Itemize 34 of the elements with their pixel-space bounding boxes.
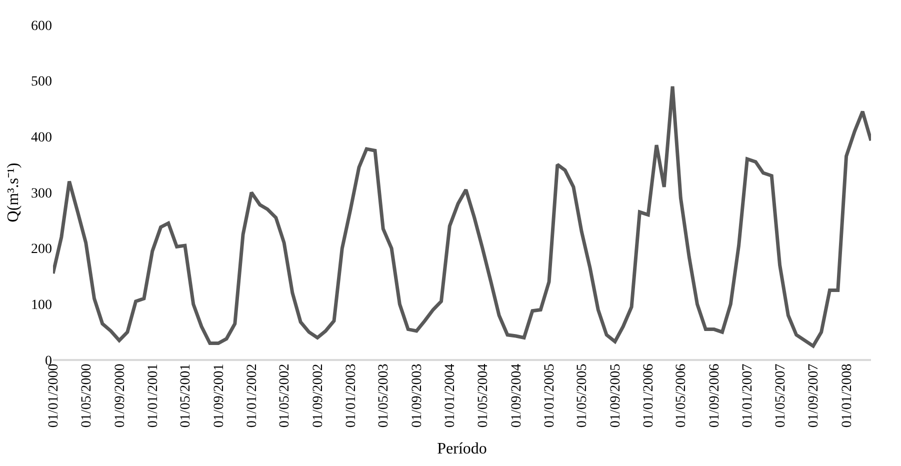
x-tick-label: 01/09/2000: [112, 364, 128, 428]
x-tick-label: 01/01/2001: [146, 364, 161, 428]
x-tick-label: 01/09/2001: [212, 364, 227, 428]
y-tick-label: 100: [31, 298, 52, 314]
x-tick-label: 01/05/2004: [476, 364, 492, 428]
x-tick-label: 01/09/2003: [410, 364, 426, 428]
x-tick-label: 01/05/2007: [773, 364, 788, 428]
y-axis-title: Q(m³.s⁻¹): [4, 162, 22, 222]
x-tick-label: 01/09/2007: [806, 364, 822, 428]
x-tick-label: 01/01/2005: [542, 364, 558, 428]
y-tick-label: 600: [31, 18, 52, 34]
x-tick-label: 01/01/2004: [443, 364, 458, 428]
y-tick-label: 400: [31, 130, 52, 146]
x-tick-label: 01/01/2000: [46, 364, 62, 428]
x-tick-label: 01/01/2002: [245, 364, 260, 428]
x-tick-label: 01/01/2006: [642, 364, 657, 428]
x-tick-label: 01/05/2002: [278, 364, 293, 428]
x-tick-label: 01/05/2006: [674, 364, 690, 428]
x-tick-label: 01/09/2005: [608, 364, 624, 428]
x-tick-label: 01/09/2002: [310, 364, 326, 428]
x-tick-label: 01/05/2005: [575, 364, 590, 428]
x-tick-label: 01/09/2004: [509, 364, 524, 428]
y-tick-label: 500: [31, 74, 52, 90]
x-tick-label: 01/01/2007: [740, 364, 756, 428]
x-tick-label: 01/01/2008: [840, 364, 855, 428]
x-tick-label: 01/09/2006: [708, 364, 723, 428]
y-tick-label: 300: [31, 186, 52, 202]
x-axis-title: Período: [437, 440, 487, 458]
line-series: [53, 84, 871, 348]
x-tick-label: 01/01/2003: [344, 364, 360, 428]
x-tick-label: 01/05/2000: [79, 364, 94, 428]
x-tick-label: 01/05/2001: [178, 364, 194, 428]
y-tick-label: 200: [31, 242, 52, 258]
x-tick-label: 01/05/2003: [376, 364, 392, 428]
